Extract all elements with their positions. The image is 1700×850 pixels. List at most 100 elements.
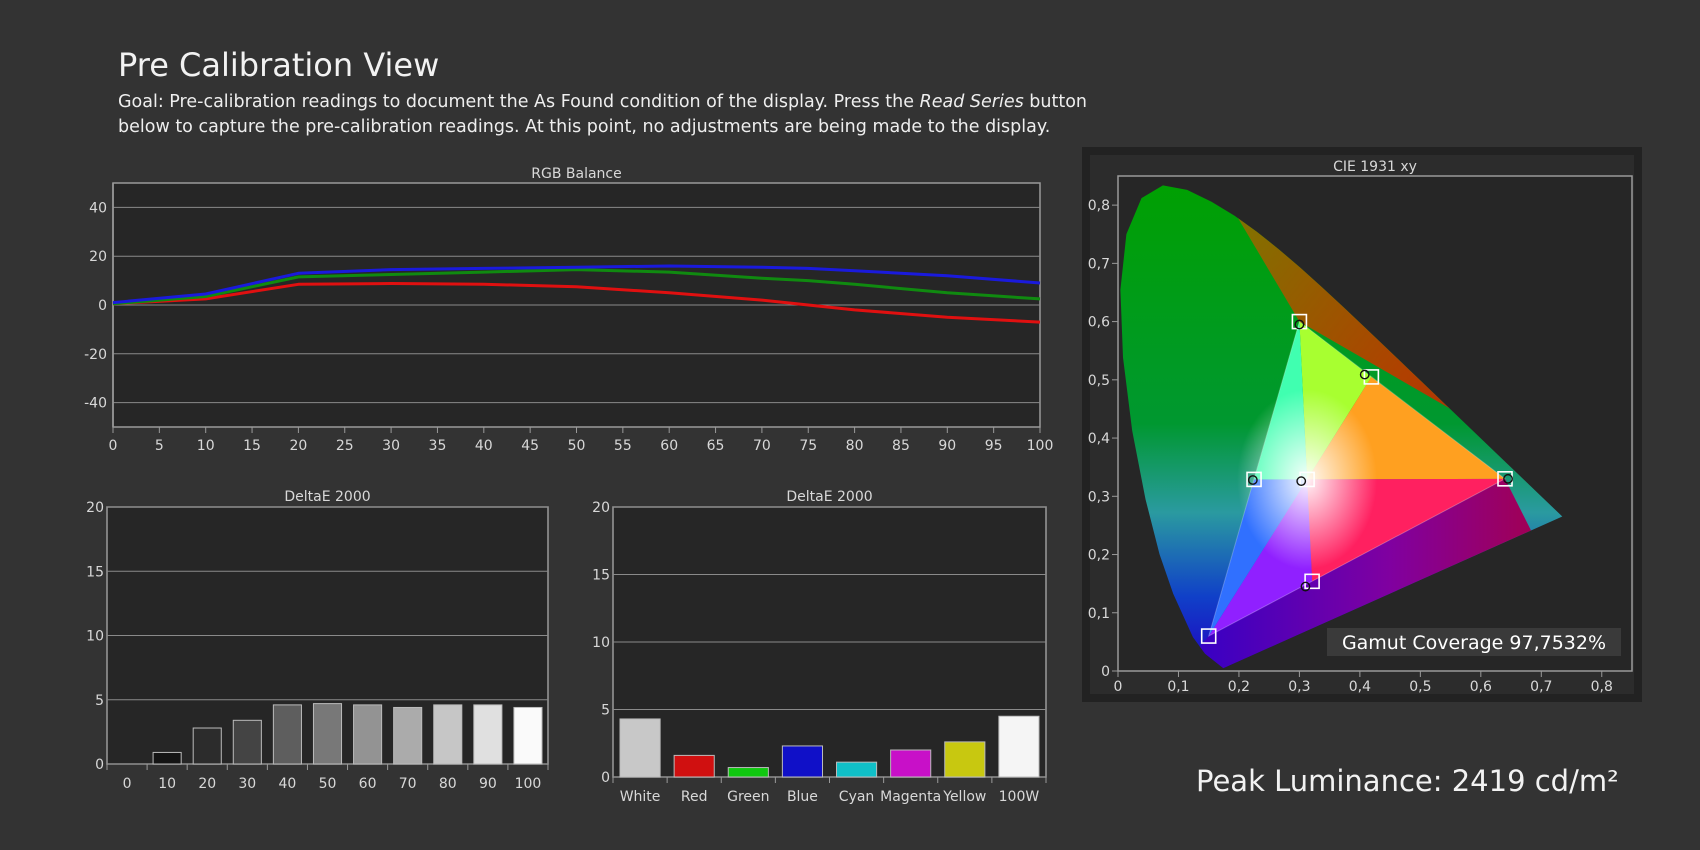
y-tick-label: 10 (86, 629, 104, 645)
x-tick-label: 80 (846, 438, 864, 454)
x-tick-label: 0,2 (1228, 679, 1250, 695)
chart-title: CIE 1931 xy (1333, 159, 1417, 175)
x-tick-label: Magenta (880, 789, 941, 805)
rgb-balance-chart: RGB Balance 40 20 0 -20 -40 0 5 10 15 20 25 30 35 40 45… (84, 166, 1053, 454)
bar-100 (513, 706, 543, 765)
x-tick-label: 100 (515, 776, 542, 792)
target-marker-blue (1200, 628, 1217, 644)
y-tick-label: 15 (86, 564, 104, 580)
x-tick-label: 0,6 (1470, 679, 1492, 695)
x-tick-label: 85 (892, 438, 910, 454)
y-tick-label: 0,7 (1088, 256, 1110, 272)
y-tick-label: 0,4 (1088, 431, 1110, 447)
y-tick-label: 10 (592, 635, 610, 651)
bar-Blue (781, 745, 823, 778)
bar-Cyan (836, 761, 878, 778)
x-tick-label: 0,1 (1167, 679, 1189, 695)
x-tick-label: 40 (278, 776, 296, 792)
x-tick-label: Green (727, 789, 769, 805)
bar-Green (727, 767, 769, 778)
x-tick-label: 45 (521, 438, 539, 454)
bar-100W (998, 715, 1040, 778)
x-tick-label: 55 (614, 438, 632, 454)
gamut-coverage-box (1327, 628, 1621, 656)
series-line-red (112, 282, 1041, 324)
x-tick-label: 20 (289, 438, 307, 454)
x-tick-label: 60 (660, 438, 678, 454)
page-title: Pre Calibration View (118, 46, 440, 84)
x-tick-label: 50 (568, 438, 586, 454)
locus-fill-right (1178, 185, 1563, 669)
target-marker-magenta (1304, 573, 1320, 590)
y-tick-label: 0,8 (1088, 198, 1110, 214)
x-tick-label: 0,4 (1349, 679, 1371, 695)
x-tick-label: 50 (319, 776, 337, 792)
x-tick-label: White (620, 789, 661, 805)
y-tick-label: 40 (89, 200, 107, 216)
bar-30 (232, 719, 262, 765)
measured-marker-yellow (1359, 369, 1370, 380)
x-tick-label: 30 (238, 776, 256, 792)
x-tick-label: 0 (109, 438, 118, 454)
x-tick-label: 25 (336, 438, 354, 454)
target-marker-cyan (1246, 471, 1262, 488)
measured-marker-magenta (1300, 581, 1311, 592)
goal-prefix: Goal: Pre-calibration readings to docume… (118, 92, 920, 112)
x-tick-label: Red (681, 789, 708, 805)
bar-Magenta (890, 749, 932, 778)
x-tick-label: 10 (158, 776, 176, 792)
x-tick-label: Cyan (839, 789, 875, 805)
peak-luminance: Peak Luminance: 2419 cd/m² (1196, 764, 1619, 798)
x-tick-label: 40 (475, 438, 493, 454)
x-tick-label: 0,7 (1530, 679, 1552, 695)
chart-title: RGB Balance (531, 166, 621, 182)
y-tick-label: 20 (86, 500, 104, 516)
x-tick-label: 70 (399, 776, 417, 792)
bar-70 (393, 706, 423, 765)
x-tick-label: 5 (155, 438, 164, 454)
y-tick-label: 0,5 (1088, 373, 1110, 389)
bar-10 (152, 751, 182, 765)
x-tick-label: 80 (439, 776, 457, 792)
measured-marker-green (1294, 319, 1305, 330)
gamut-coverage-label: Gamut Coverage 97,7532% (1342, 632, 1606, 654)
series-line-blue (112, 264, 1041, 305)
measured-marker-white (1296, 476, 1307, 487)
x-tick-label: 90 (479, 776, 497, 792)
bar-20 (192, 727, 222, 765)
measured-marker-cyan (1247, 475, 1258, 485)
x-tick-label: 30 (382, 438, 400, 454)
bar-50 (312, 703, 343, 765)
x-tick-label: 0 (1114, 679, 1123, 695)
y-tick-label: 20 (89, 249, 107, 265)
y-tick-label: 0 (601, 770, 610, 786)
goal-suffix: button below to capture the pre-calibrat… (118, 92, 1088, 137)
y-tick-label: 0 (1101, 664, 1110, 680)
chart-title: DeltaE 2000 (284, 489, 370, 505)
y-tick-label: 0 (98, 298, 107, 314)
y-tick-label: 15 (592, 568, 610, 584)
bar-Yellow (944, 741, 986, 778)
x-tick-label: 0,5 (1409, 679, 1431, 695)
x-tick-label: 95 (985, 438, 1003, 454)
x-tick-label: 70 (753, 438, 771, 454)
x-tick-label: 65 (707, 438, 725, 454)
x-tick-label: 100W (999, 789, 1040, 805)
chart-title: DeltaE 2000 (786, 489, 872, 505)
y-tick-label: 0,1 (1088, 606, 1110, 622)
y-tick-label: 20 (592, 500, 610, 516)
cie-chart: CIE 1931 xy 0,8 0,7 0,6 0,5 0,4 0,3 0,2 0,1 00 0,1… (1082, 147, 1642, 702)
series-line-green (112, 268, 1041, 306)
x-tick-label: 100 (1027, 438, 1054, 454)
x-tick-label: 35 (429, 438, 447, 454)
bar-90 (473, 704, 503, 765)
deltae-color-chart: DeltaE 2000 20 15 10 5 0 White Red Green Blue Cyan… (592, 489, 1047, 805)
x-tick-label: Yellow (942, 789, 986, 805)
y-tick-label: 0,3 (1088, 489, 1110, 505)
x-tick-label: 20 (198, 776, 216, 792)
x-tick-label: 10 (197, 438, 215, 454)
white-point-glow (1237, 389, 1378, 570)
goal-text: Goal: Pre-calibration readings to docume… (118, 90, 1138, 140)
